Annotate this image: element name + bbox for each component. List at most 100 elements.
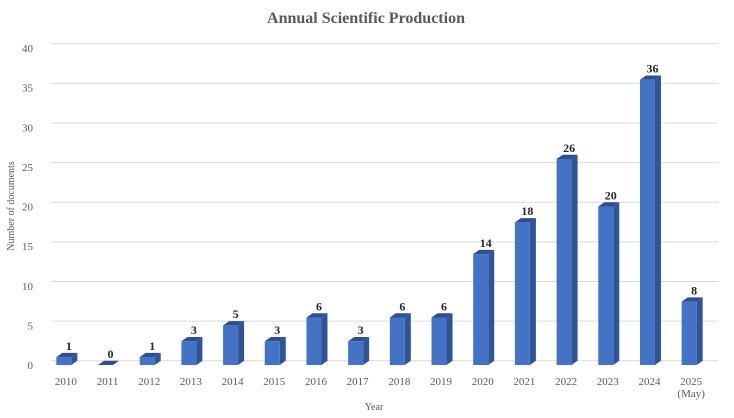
bar <box>223 321 245 365</box>
bar-front <box>681 301 697 365</box>
bar-top <box>598 202 620 207</box>
y-axis-title: Number of documents <box>6 161 17 251</box>
bar-side <box>613 202 620 365</box>
data-label: 8 <box>691 283 697 297</box>
bar-front <box>56 357 72 365</box>
bar-side <box>71 352 78 365</box>
x-tick-label: 2022 <box>555 376 577 388</box>
data-label: 5 <box>233 307 239 321</box>
x-tick-label: 2020 <box>472 376 495 388</box>
bar-side <box>363 337 370 365</box>
y-tick-label: 0 <box>28 360 34 372</box>
data-label: 6 <box>316 299 322 313</box>
bar-top <box>681 297 703 302</box>
bar <box>556 154 578 365</box>
x-tick-label: 2023 <box>597 376 620 388</box>
y-tick-label: 15 <box>22 241 34 253</box>
bar <box>431 313 453 365</box>
x-tick-label: 2010 <box>55 376 78 388</box>
data-label: 6 <box>441 299 447 313</box>
y-tick-label: 10 <box>22 281 34 293</box>
data-label: 1 <box>66 339 72 353</box>
bar-side <box>321 313 328 365</box>
bar-top <box>139 352 161 358</box>
bar-top <box>56 352 78 358</box>
bar <box>264 337 286 365</box>
data-label: 6 <box>399 299 405 313</box>
bars <box>56 75 703 365</box>
data-label: 20 <box>605 188 617 202</box>
x-axis-title: Year <box>365 402 384 413</box>
bar-top <box>264 337 286 342</box>
x-tick-label: 2016 <box>305 376 328 388</box>
bar <box>473 249 495 365</box>
bar-side <box>529 218 536 365</box>
bar-top <box>556 154 578 159</box>
bar-top <box>639 75 661 80</box>
y-tick-label: 25 <box>22 162 34 174</box>
bar-front <box>431 317 447 365</box>
data-label: 3 <box>358 323 364 337</box>
bar <box>139 352 161 365</box>
bar-front <box>139 357 155 365</box>
bar-front <box>181 341 197 365</box>
bar <box>681 297 703 365</box>
bar-side <box>238 321 245 365</box>
bar <box>98 360 120 365</box>
data-label: 0 <box>108 347 114 361</box>
x-tick-label: 2025 (May) <box>677 376 705 400</box>
x-tick-label: 2018 <box>388 376 411 388</box>
bar-front <box>348 341 364 365</box>
bar <box>514 218 536 365</box>
bar-front <box>473 254 489 365</box>
bar-top <box>473 249 495 255</box>
bar <box>348 337 370 365</box>
y-tick-label: 40 <box>22 43 34 55</box>
chart-title: Annual Scientific Production <box>267 10 465 27</box>
bar-top <box>181 337 203 342</box>
bar-top <box>348 337 370 342</box>
y-tick-label: 20 <box>22 202 34 214</box>
bar <box>306 313 328 365</box>
x-tick-label: 2019 <box>430 376 453 388</box>
data-label: 3 <box>191 323 197 337</box>
y-tick-label: 5 <box>28 320 34 332</box>
x-axis-ticks: 2010 2011 2012 2013 2014 2015 2016 2017 2018 2019… <box>55 376 705 400</box>
data-label: 1 <box>149 339 155 353</box>
x-tick-label: 2017 <box>347 376 370 388</box>
bar-front <box>223 325 239 365</box>
data-label: 3 <box>274 323 280 337</box>
bar-front <box>598 206 614 365</box>
bar-side <box>154 352 161 365</box>
bar-side <box>196 337 203 365</box>
x-tick-label: 2024 <box>638 376 661 388</box>
bar-side <box>404 313 411 365</box>
bar <box>181 337 203 365</box>
bar-side <box>696 297 703 365</box>
bar-side <box>488 249 495 365</box>
bar-front <box>639 79 655 365</box>
x-tick-label: 2014 <box>222 376 245 388</box>
bar-top <box>98 360 120 365</box>
x-tick-label: 2013 <box>180 376 203 388</box>
bar-front <box>264 341 280 365</box>
bar-top <box>514 218 536 223</box>
bar-side <box>654 75 661 365</box>
bar-top <box>223 321 245 326</box>
bar-front <box>389 317 405 365</box>
bar-side <box>571 154 578 365</box>
data-label: 18 <box>521 204 533 218</box>
y-axis-ticks: 0 5 10 15 20 25 30 35 40 <box>22 43 34 372</box>
bar <box>389 313 411 365</box>
y-tick-label: 35 <box>22 83 34 95</box>
data-label: 14 <box>480 236 492 250</box>
x-tick-label: 2012 <box>138 376 160 388</box>
bar-side <box>446 313 453 365</box>
data-label: 26 <box>563 141 575 155</box>
bar-top <box>306 313 328 318</box>
bar-top <box>431 313 453 318</box>
bar-front <box>306 317 322 365</box>
bar <box>598 202 620 365</box>
